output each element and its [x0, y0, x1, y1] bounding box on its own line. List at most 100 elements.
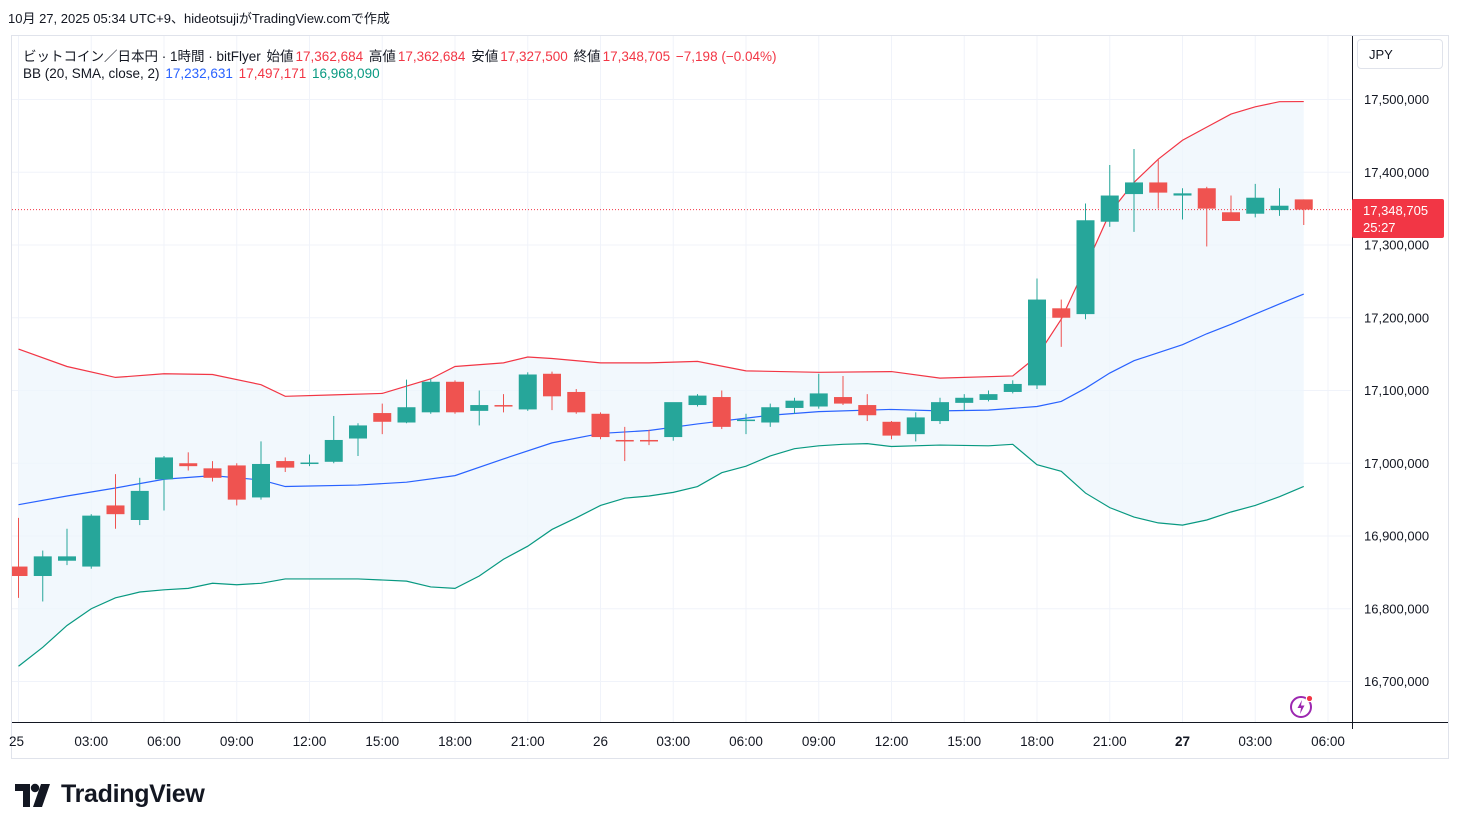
- candle-body: [397, 407, 416, 423]
- bar-countdown: 25:27: [1363, 220, 1396, 235]
- candle-body: [12, 566, 28, 577]
- candle: [1028, 278, 1046, 390]
- candle-body: [688, 395, 707, 406]
- y-tick-label: 17,000,000: [1364, 456, 1429, 471]
- candle: [155, 455, 173, 511]
- x-tick-label: 06:00: [147, 734, 181, 749]
- candle: [1125, 148, 1143, 232]
- x-tick-label: 15:00: [947, 734, 981, 749]
- candle: [785, 397, 804, 414]
- candle-body: [615, 439, 634, 442]
- candle-body: [227, 465, 246, 500]
- x-tick-label: 12:00: [293, 734, 327, 749]
- candle-body: [33, 556, 52, 577]
- lightning-bolt-icon[interactable]: [1289, 693, 1315, 719]
- candle-body: [979, 394, 998, 400]
- y-tick-label: 16,800,000: [1364, 601, 1429, 616]
- candle: [373, 403, 392, 435]
- candle-body: [446, 381, 464, 413]
- x-tick-label: 03:00: [656, 734, 690, 749]
- candle-body: [470, 405, 489, 411]
- x-tick-label: 26: [593, 734, 608, 749]
- candle: [446, 380, 464, 414]
- x-tick-label: 09:00: [802, 734, 836, 749]
- candle: [931, 397, 949, 424]
- candle: [518, 372, 537, 411]
- tradingview-logo[interactable]: TradingView: [15, 780, 205, 809]
- candle-body: [1294, 199, 1313, 210]
- y-tick-label: 17,100,000: [1364, 383, 1429, 398]
- currency-selector[interactable]: JPY: [1357, 39, 1443, 69]
- x-tick-label: 27: [1175, 734, 1190, 749]
- candle-body: [931, 402, 949, 422]
- candle: [640, 429, 658, 446]
- candle: [664, 402, 683, 441]
- x-tick-label: 18:00: [438, 734, 472, 749]
- candle-body: [543, 373, 561, 397]
- candle-body: [276, 461, 295, 468]
- candle-body: [155, 457, 173, 480]
- candle: [276, 457, 295, 472]
- candle-body: [737, 419, 755, 422]
- candle-body: [761, 407, 780, 423]
- candle-body: [130, 490, 149, 520]
- candle-body: [82, 515, 101, 567]
- candle: [615, 426, 634, 462]
- candle-body: [906, 417, 925, 435]
- x-tick-label: 06:00: [1311, 734, 1345, 749]
- candle-body: [809, 393, 828, 407]
- candles: [12, 148, 1313, 602]
- x-tick-label: 15:00: [365, 734, 399, 749]
- candle: [567, 389, 586, 414]
- candle: [712, 390, 731, 430]
- candle: [1173, 188, 1192, 220]
- candle-body: [1076, 220, 1095, 315]
- candle-body: [1246, 197, 1265, 214]
- low-label: 安値: [471, 49, 499, 64]
- bollinger-upper-line: [18, 100, 1304, 397]
- bb-legend: BB (20, SMA, close, 2) 17,232,631 17,497…: [23, 66, 382, 81]
- candle: [834, 375, 852, 406]
- candle: [979, 390, 998, 402]
- candle: [130, 477, 149, 526]
- candle: [1149, 159, 1168, 209]
- bb-label[interactable]: BB (20, SMA, close, 2): [23, 66, 160, 81]
- last-price-value: 17,348,705: [1363, 203, 1429, 218]
- candle-body: [300, 462, 319, 465]
- candle: [324, 415, 343, 464]
- candle: [12, 517, 28, 598]
- candle: [737, 413, 755, 435]
- x-tick-label: 03:00: [74, 734, 108, 749]
- candle-body: [179, 463, 198, 467]
- candle: [227, 463, 246, 506]
- candle-body: [1270, 205, 1289, 211]
- candle-body: [1028, 299, 1046, 386]
- tradingview-logo-icon: [15, 783, 50, 807]
- candle: [688, 394, 707, 407]
- candle: [252, 441, 270, 500]
- close-value: 17,348,705: [602, 49, 671, 64]
- bb-upper-value: 17,497,171: [238, 66, 307, 81]
- candle-body: [1100, 195, 1119, 222]
- y-tick-label: 16,700,000: [1364, 674, 1429, 689]
- candle-body: [203, 468, 222, 478]
- x-tick-label: 12:00: [875, 734, 909, 749]
- candle: [421, 378, 440, 414]
- candle: [33, 550, 52, 602]
- x-tick-label: 25: [9, 734, 24, 749]
- y-tick-label: 17,500,000: [1364, 92, 1429, 107]
- bb-lower-value: 16,968,090: [312, 66, 380, 81]
- candle-body: [324, 439, 343, 462]
- candle: [494, 394, 513, 413]
- symbol-label[interactable]: ビットコイン／日本円 · 1時間 · bitFlyer: [23, 49, 261, 64]
- change-value: −7,198 (−0.04%): [675, 49, 777, 64]
- candle: [470, 390, 489, 426]
- bollinger-lower-line: [18, 443, 1304, 667]
- candle-body: [252, 463, 270, 498]
- candle-body: [591, 413, 610, 438]
- x-tick-label: 21:00: [511, 734, 545, 749]
- candle-body: [712, 397, 731, 427]
- bb-basis-value: 17,232,631: [165, 66, 233, 81]
- candle-body: [664, 402, 683, 438]
